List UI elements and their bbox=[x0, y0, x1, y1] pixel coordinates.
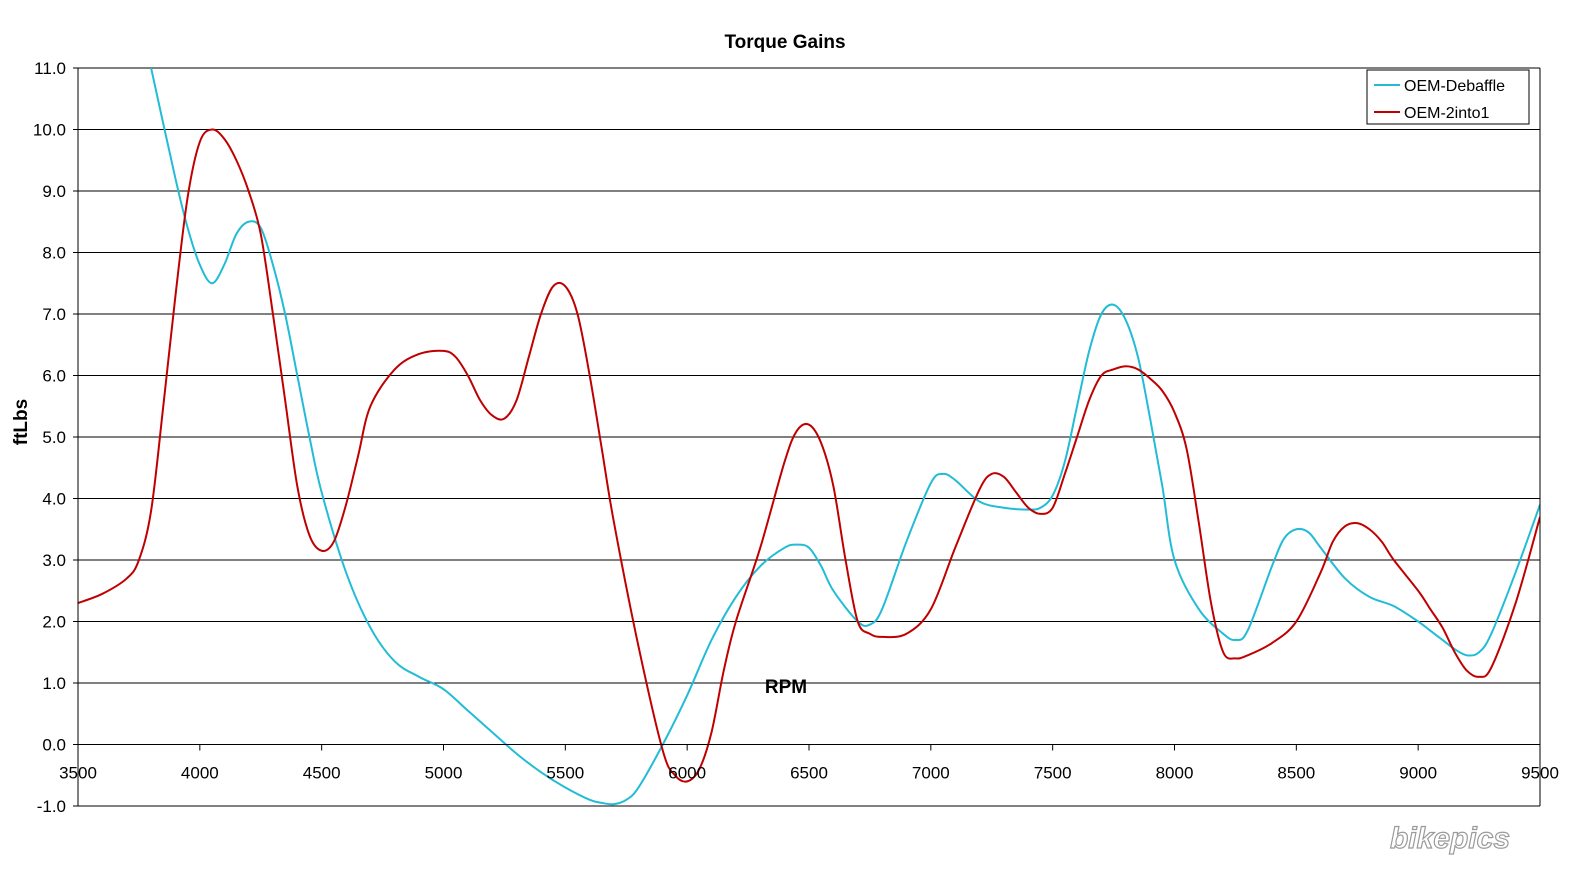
x-tick-label: 6000 bbox=[668, 764, 706, 783]
x-tick-label: 4000 bbox=[181, 764, 219, 783]
x-tick-label: 9500 bbox=[1521, 764, 1559, 783]
x-tick-label: 5000 bbox=[425, 764, 463, 783]
y-tick-label: -1.0 bbox=[37, 797, 66, 816]
x-tick-label: 7000 bbox=[912, 764, 950, 783]
x-tick-label: 3500 bbox=[59, 764, 97, 783]
y-tick-label: 6.0 bbox=[42, 367, 66, 386]
tick-labels: -1.0 0.0 1.0 2.0 3.0 4.0 5.0 6.0 7.0 8.0 9.0 10.0 11… bbox=[33, 59, 1559, 816]
x-tick-label: 9000 bbox=[1399, 764, 1437, 783]
series-line-oem-debaffle bbox=[150, 68, 1540, 806]
y-tick-label: 9.0 bbox=[42, 182, 66, 201]
y-tick-label: 10.0 bbox=[33, 121, 66, 140]
chart-title: Torque Gains bbox=[724, 32, 845, 53]
y-tick-label: 2.0 bbox=[42, 613, 66, 632]
x-tick-label: 5500 bbox=[546, 764, 584, 783]
x-tick-label: 8000 bbox=[1156, 764, 1194, 783]
legend: OEM-Debaffle OEM-2into1 bbox=[1366, 69, 1530, 125]
y-tick-label: 0.0 bbox=[42, 736, 66, 755]
x-tick-label: 7500 bbox=[1034, 764, 1072, 783]
y-tick-label: 1.0 bbox=[42, 674, 66, 693]
legend-box bbox=[1366, 69, 1530, 125]
x-tick-label: 6500 bbox=[790, 764, 828, 783]
y-tick-label: 5.0 bbox=[42, 428, 66, 447]
y-tick-label: 7.0 bbox=[42, 305, 66, 324]
y-tick-label: 11.0 bbox=[34, 59, 66, 78]
y-tick-label: 3.0 bbox=[42, 551, 66, 570]
y-tick-label: 8.0 bbox=[42, 244, 66, 263]
y-tick-label: 4.0 bbox=[42, 490, 66, 509]
series-layer bbox=[78, 68, 1540, 806]
bikepics-watermark: bikepics bbox=[1390, 822, 1510, 855]
x-axis-label: RPM bbox=[765, 677, 807, 698]
y-axis-label: ftLbs bbox=[11, 399, 32, 445]
legend-label-oem-debaffle: OEM-Debaffle bbox=[1404, 78, 1505, 95]
legend-label-oem-2into1: OEM-2into1 bbox=[1404, 105, 1489, 122]
x-tick-label: 8500 bbox=[1277, 764, 1315, 783]
series-line-oem-2into1 bbox=[78, 128, 1540, 783]
x-tick-label: 4500 bbox=[303, 764, 341, 783]
gridlines bbox=[78, 67, 1540, 745]
axes bbox=[73, 67, 1541, 807]
